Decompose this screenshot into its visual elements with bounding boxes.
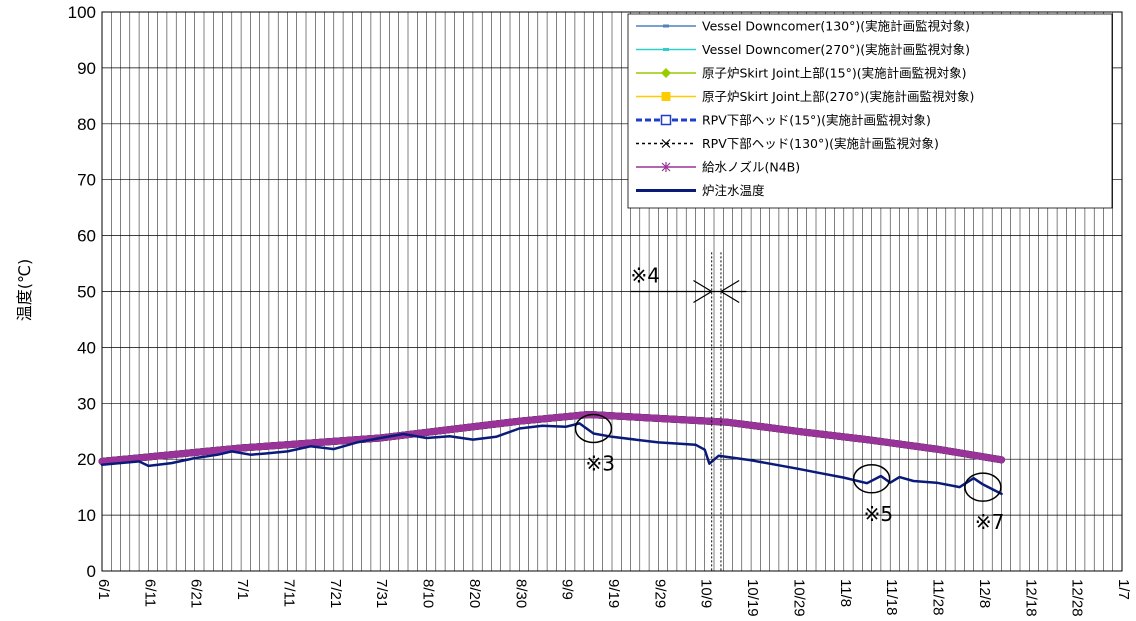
series-line bbox=[98, 411, 1005, 465]
legend-label: Vessel Downcomer(130°)(実施計画監視対象) bbox=[702, 19, 970, 34]
legend-marker bbox=[661, 139, 671, 148]
y-tick-label: 100 bbox=[68, 3, 96, 22]
y-tick-label: 20 bbox=[77, 450, 96, 469]
annotation-label: ※3 bbox=[585, 451, 614, 475]
legend-label: 給水ノズル(N4B) bbox=[702, 160, 800, 175]
y-tick-label: 60 bbox=[77, 227, 96, 246]
annotation-circle bbox=[964, 472, 1002, 502]
annotation-arrow bbox=[693, 279, 713, 304]
annotation-label: ※4 bbox=[631, 264, 660, 288]
x-tick-label: 11/8 bbox=[837, 579, 854, 607]
x-tick-label: 10/19 bbox=[744, 579, 761, 617]
y-tick-label: 80 bbox=[77, 115, 96, 134]
y-axis-label: 温度(℃) bbox=[15, 259, 34, 321]
x-tick-label: 1/7 bbox=[1115, 579, 1132, 600]
x-tick-label: 9/29 bbox=[651, 579, 668, 608]
x-tick-label: 7/21 bbox=[327, 579, 344, 608]
legend-label: 原子炉Skirt Joint上部(15°)(実施計画監視対象) bbox=[702, 66, 966, 81]
annotation-arrow bbox=[719, 279, 740, 304]
x-tick-label: 8/10 bbox=[420, 579, 437, 608]
x-tick-label: 11/18 bbox=[883, 579, 900, 615]
legend-marker bbox=[661, 162, 671, 172]
legend-label: 炉注水温度 bbox=[702, 183, 765, 198]
x-tick-label: 10/9 bbox=[698, 579, 715, 608]
x-tick-label: 11/28 bbox=[930, 579, 947, 615]
x-tick-label: 9/19 bbox=[605, 579, 622, 608]
legend-label: Vessel Downcomer(270°)(実施計画監視対象) bbox=[702, 42, 970, 57]
x-tick-label: 7/1 bbox=[234, 579, 251, 600]
x-tick-label: 10/29 bbox=[790, 579, 807, 617]
annotations: ※3 ※4 ※5 ※7 bbox=[574, 252, 1004, 571]
legend: Vessel Downcomer(130°)(実施計画監視対象) Vessel D… bbox=[627, 13, 1113, 209]
annotation-label: ※7 bbox=[975, 510, 1004, 534]
x-tick-label: 6/21 bbox=[188, 579, 205, 608]
y-tick-label: 90 bbox=[77, 59, 96, 78]
x-tick-label: 12/8 bbox=[976, 579, 993, 608]
legend-label: RPV下部ヘッド(130°)(実施計画監視対象) bbox=[702, 136, 939, 151]
annotation-circle bbox=[574, 413, 613, 444]
y-tick-label: 30 bbox=[77, 394, 96, 413]
x-tick-label: 7/11 bbox=[280, 579, 297, 607]
x-tick-label: 9/9 bbox=[559, 579, 576, 600]
y-tick-label: 70 bbox=[77, 171, 96, 190]
axes: 0 10 20 30 40 50 60 70 80 90 100 6/1 6/11 6/21 7/1 7/11… bbox=[68, 3, 1132, 617]
y-tick-label: 50 bbox=[77, 283, 96, 302]
x-tick-label: 12/28 bbox=[1069, 579, 1086, 617]
x-tick-label: 8/30 bbox=[512, 579, 529, 608]
legend-label: 原子炉Skirt Joint上部(270°)(実施計画監視対象) bbox=[702, 89, 974, 104]
legend-marker bbox=[661, 68, 671, 78]
x-tick-label: 12/18 bbox=[1022, 579, 1039, 617]
legend-label: RPV下部ヘッド(15°)(実施計画監視対象) bbox=[702, 113, 931, 128]
legend-marker bbox=[660, 114, 672, 126]
y-tick-label: 40 bbox=[77, 338, 96, 357]
legend-marker bbox=[661, 92, 671, 101]
x-tick-label: 8/20 bbox=[466, 579, 483, 608]
y-tick-label: 10 bbox=[77, 506, 96, 525]
x-tick-label: 7/31 bbox=[373, 579, 390, 608]
legend-box bbox=[627, 13, 1113, 209]
x-tick-label: 6/11 bbox=[141, 579, 158, 607]
x-tick-label: 6/1 bbox=[95, 579, 112, 600]
y-tick-label: 0 bbox=[87, 562, 96, 581]
plot-border bbox=[101, 11, 1123, 572]
annotation-label: ※5 bbox=[864, 502, 893, 526]
annotation-circle bbox=[852, 464, 891, 494]
